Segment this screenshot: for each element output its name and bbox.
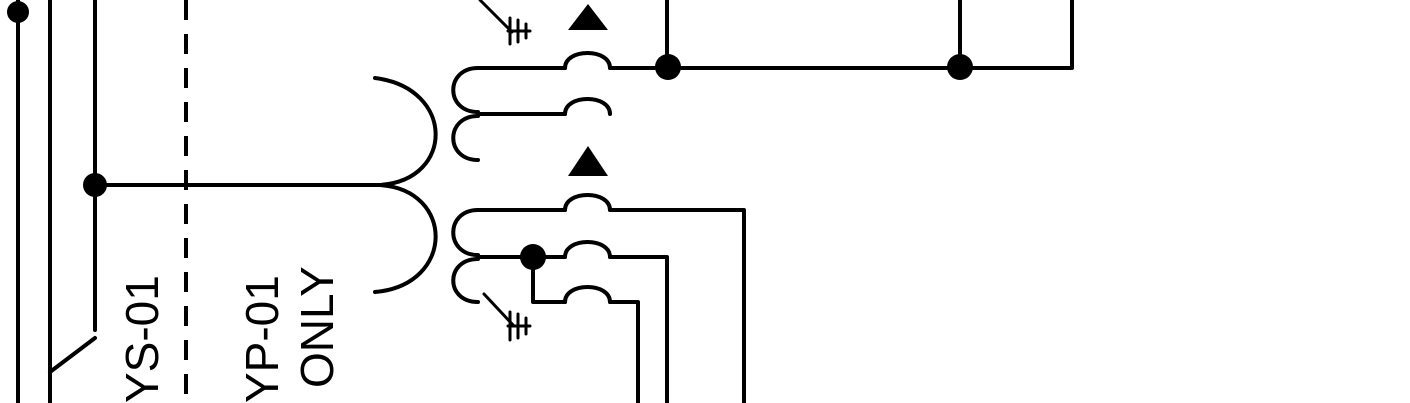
junction-dot [655, 54, 681, 80]
secondary-winding-2 [451, 193, 746, 403]
junction-dot [947, 54, 973, 80]
ground-icon [478, 0, 532, 46]
polarity-triangle-mark [568, 4, 608, 30]
ys-tag-label: YS-01 [116, 275, 168, 403]
secondary-winding-1 [451, 0, 1074, 162]
junction-dot [83, 173, 107, 197]
left-bus-wires [16, 0, 382, 403]
polarity-triangle-mark [568, 146, 608, 176]
primary-winding [373, 76, 438, 294]
junction-dot [7, 1, 29, 23]
ground-icon [482, 292, 532, 342]
junction-dot [520, 244, 546, 270]
only-note-label: ONLY [291, 266, 343, 388]
yp-tag-label: YP-01 [236, 275, 288, 403]
